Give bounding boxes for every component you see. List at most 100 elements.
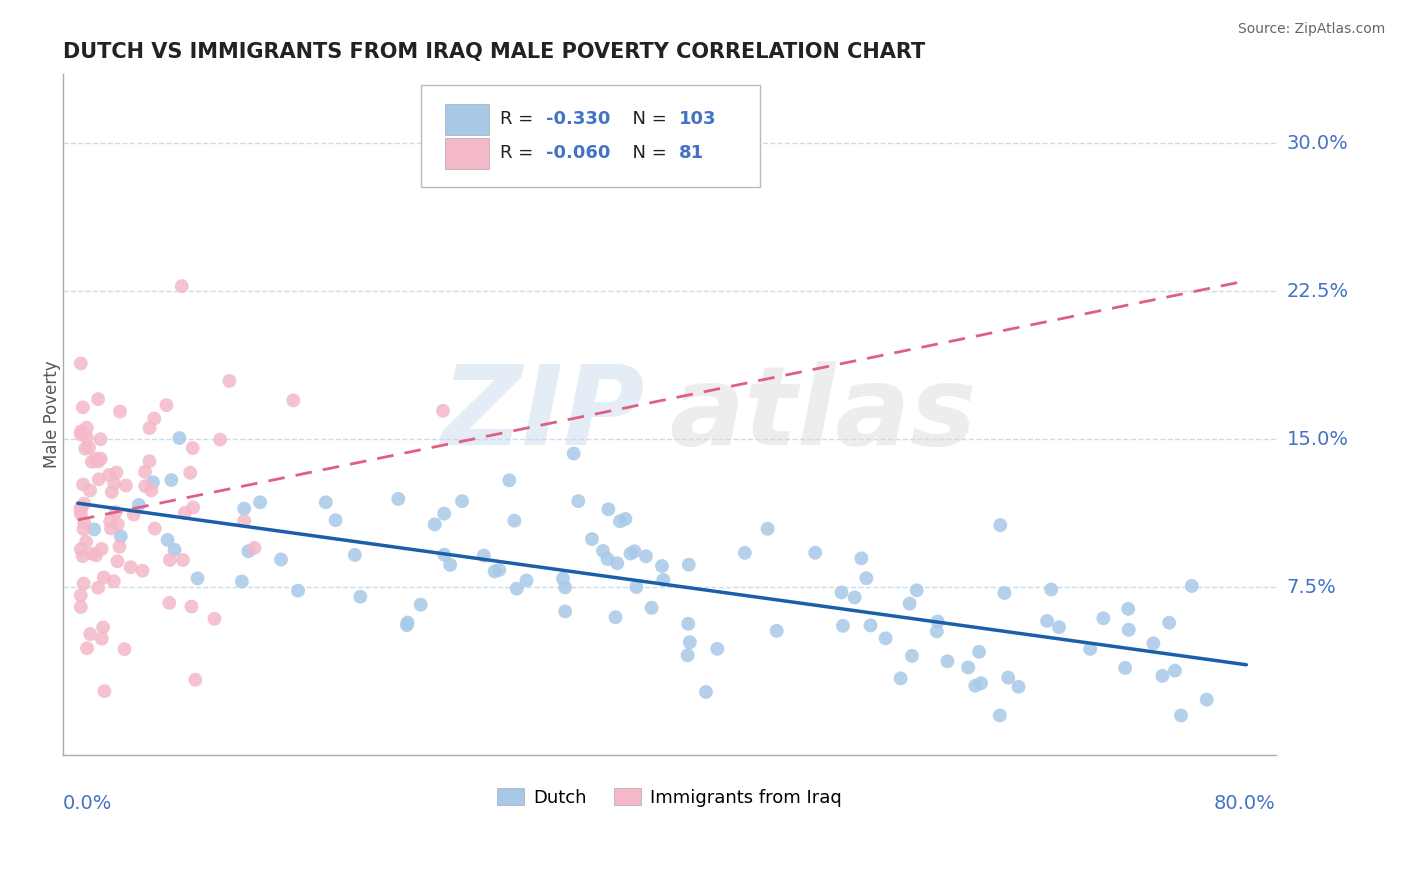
Point	[592, 544, 614, 558]
Point	[551, 572, 574, 586]
Point	[451, 494, 474, 508]
Point	[515, 574, 537, 588]
Point	[957, 660, 980, 674]
Point	[69, 503, 91, 517]
Point	[965, 679, 987, 693]
Point	[851, 551, 873, 566]
Point	[395, 618, 418, 632]
Point	[270, 552, 292, 566]
Text: 7.5%: 7.5%	[1286, 578, 1337, 597]
Point	[143, 522, 166, 536]
Point	[679, 635, 702, 649]
Text: 81: 81	[679, 144, 704, 161]
Point	[120, 560, 142, 574]
Point	[70, 425, 93, 439]
Point	[90, 451, 112, 466]
Point	[69, 500, 91, 515]
Point	[432, 404, 454, 418]
Point	[409, 598, 432, 612]
Point	[142, 475, 165, 490]
Point	[173, 506, 195, 520]
Point	[651, 559, 673, 574]
Point	[93, 570, 115, 584]
Point	[890, 671, 912, 685]
Text: 103: 103	[679, 110, 717, 128]
Point	[143, 411, 166, 425]
Legend: Dutch, Immigrants from Iraq: Dutch, Immigrants from Iraq	[489, 781, 849, 814]
Point	[90, 541, 112, 556]
Point	[596, 552, 619, 566]
Point	[233, 514, 256, 528]
Point	[155, 398, 177, 412]
Point	[84, 451, 107, 466]
Point	[122, 508, 145, 522]
Point	[315, 495, 337, 509]
Point	[243, 541, 266, 555]
Point	[605, 610, 627, 624]
Point	[1036, 614, 1059, 628]
Point	[70, 427, 93, 442]
Point	[927, 615, 949, 629]
Point	[1152, 669, 1174, 683]
Point	[993, 586, 1015, 600]
Point	[138, 454, 160, 468]
Point	[79, 627, 101, 641]
Point	[676, 648, 699, 663]
Text: 22.5%: 22.5%	[1286, 282, 1348, 301]
Point	[76, 641, 98, 656]
Point	[231, 574, 253, 589]
Text: ZIP: ZIP	[441, 361, 645, 468]
Point	[91, 620, 114, 634]
Point	[87, 392, 110, 406]
Point	[967, 645, 990, 659]
Point	[695, 685, 717, 699]
Point	[103, 476, 125, 491]
Point	[134, 465, 156, 479]
Point	[134, 479, 156, 493]
Point	[108, 404, 131, 418]
Point	[756, 522, 779, 536]
Point	[1195, 692, 1218, 706]
Point	[623, 544, 645, 558]
Point	[107, 517, 129, 532]
Point	[734, 546, 756, 560]
FancyBboxPatch shape	[446, 103, 489, 135]
Point	[804, 546, 827, 560]
Point	[77, 441, 100, 455]
Point	[72, 576, 94, 591]
Point	[562, 446, 585, 460]
Point	[90, 632, 112, 646]
Text: atlas: atlas	[669, 361, 977, 468]
Point	[204, 612, 226, 626]
Point	[105, 466, 128, 480]
Point	[554, 581, 576, 595]
Point	[875, 632, 897, 646]
Point	[1114, 661, 1136, 675]
Point	[439, 558, 461, 572]
Point	[179, 466, 201, 480]
Point	[82, 547, 104, 561]
Point	[1078, 642, 1101, 657]
Text: N =: N =	[621, 144, 672, 161]
Point	[108, 540, 131, 554]
Point	[503, 514, 526, 528]
Point	[103, 574, 125, 589]
Point	[87, 454, 110, 468]
Point	[184, 673, 207, 687]
Point	[181, 500, 204, 515]
Point	[101, 485, 124, 500]
FancyBboxPatch shape	[420, 85, 761, 186]
Point	[157, 596, 180, 610]
Point	[1142, 636, 1164, 650]
Point	[898, 597, 921, 611]
Point	[187, 571, 209, 585]
Point	[484, 565, 506, 579]
Point	[1040, 582, 1063, 597]
Point	[970, 676, 993, 690]
Point	[73, 516, 96, 530]
Point	[181, 441, 204, 455]
Text: R =: R =	[499, 110, 538, 128]
Point	[1092, 611, 1115, 625]
Point	[859, 618, 882, 632]
Point	[100, 521, 122, 535]
